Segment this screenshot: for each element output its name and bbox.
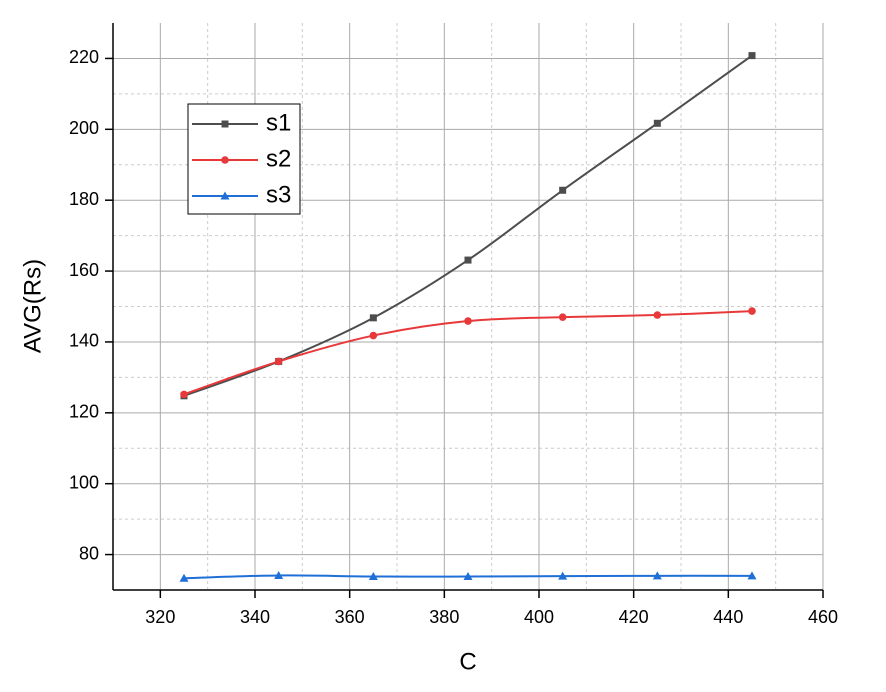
y-tick-label: 120 [69,402,99,422]
legend: s1 s2 s3 [187,103,301,215]
marker [748,307,756,315]
y-tick-label: 80 [79,543,99,563]
marker [747,571,757,580]
y-tick-label: 220 [69,47,99,67]
marker [652,571,662,580]
marker [653,311,662,319]
x-tick-label: 420 [619,607,649,627]
x-tick-label: 380 [429,607,459,627]
y-tick-label: 160 [69,260,99,280]
marker [274,357,283,366]
x-tick-label: 400 [524,607,554,627]
marker [369,331,378,340]
marker [180,390,188,399]
marker [274,570,284,579]
y-tick-label: 140 [69,331,99,351]
x-tick-label: 460 [808,607,838,627]
marker [558,571,568,580]
marker [221,120,229,128]
legend-label: s1 [266,109,291,136]
marker [464,256,472,264]
x-tick-label: 340 [240,607,270,627]
marker [559,186,567,194]
y-tick-label: 100 [69,472,99,492]
marker [748,52,756,60]
x-tick-label: 360 [335,607,365,627]
legend-label: s3 [266,181,291,208]
marker [369,314,377,322]
y-tick-label: 180 [69,189,99,209]
x-tick-label: 320 [145,607,175,627]
marker [653,119,661,127]
marker [558,313,567,321]
x-tick-label: 440 [713,607,743,627]
x-axis-title: C [459,648,476,675]
legend-label: s2 [266,145,291,172]
marker [221,156,229,164]
marker [464,317,472,325]
marker [220,191,230,200]
y-tick-label: 200 [69,118,99,138]
marker [179,573,189,582]
marker [463,572,473,581]
marker [368,572,378,581]
y-axis-title: AVG(Rs) [19,259,46,353]
